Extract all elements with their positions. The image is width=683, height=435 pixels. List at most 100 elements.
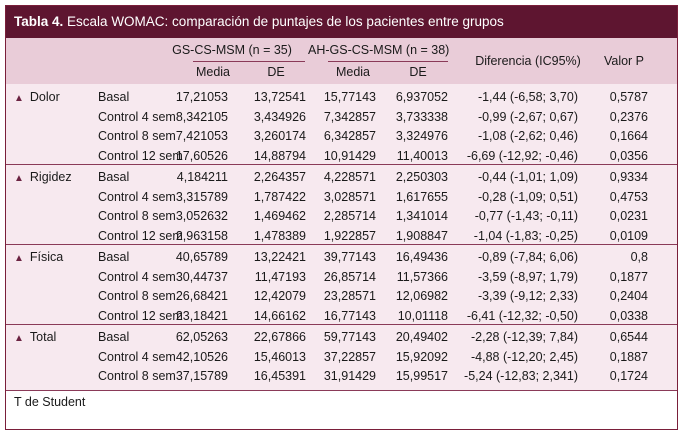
cell-media-group2: 23,28571	[323, 289, 376, 303]
cell-difference: -0,44 (-1,01; 1,09)	[477, 170, 578, 184]
cell-media-group2: 10,91429	[323, 148, 376, 163]
table-row: Control 4 sem 8,342105 3,434926 7,342857 3,7…	[6, 108, 677, 128]
cell-media-group1: 23,18421	[175, 308, 228, 323]
table-row: ▲ Total Basal 62,05263 22,67866 59,77143 20,49…	[6, 328, 677, 348]
cell-difference: -2,28 (-12,39; 7,84)	[470, 330, 578, 344]
cell-pvalue: 0,1664	[609, 129, 648, 143]
cell-de-group2: 10,01118	[397, 308, 448, 323]
table-row: ▲ Dolor Basal 17,21053 13,72541 15,77143 6,937…	[6, 88, 677, 108]
cell-pvalue: 0,5787	[609, 90, 648, 104]
row-time: Basal	[98, 170, 130, 184]
header-pvalue: Valor P	[603, 54, 645, 68]
cell-de-group2: 2,250303	[395, 170, 448, 184]
row-time: Control 8 sem	[98, 209, 176, 223]
row-time: Control 4 sem	[98, 189, 176, 204]
cell-difference: -6,41 (-12,32; -0,50)	[466, 308, 578, 323]
cell-de-group1: 3,434926	[253, 109, 306, 124]
cell-difference: -3,59 (-8,97; 1,79)	[477, 269, 578, 284]
cell-de-group2: 6,937052	[395, 90, 448, 104]
cell-de-group1: 16,45391	[253, 369, 306, 383]
triangle-icon: ▲	[14, 253, 24, 264]
header-group1-rule	[193, 61, 305, 62]
cell-media-group2: 3,028571	[323, 189, 376, 204]
cell-difference: -0,28 (-1,09; 0,51)	[477, 189, 578, 204]
table-row: Control 4 sem 30,44737 11,47193 26,85714 11,…	[6, 268, 677, 288]
cell-media-group2: 39,77143	[323, 250, 376, 264]
cell-de-group2: 15,92092	[395, 349, 448, 364]
cell-de-group1: 22,67866	[253, 330, 306, 344]
cell-media-group2: 1,922857	[323, 228, 376, 243]
cell-media-group1: 7,421053	[175, 129, 228, 143]
cell-de-group1: 1,478389	[253, 228, 306, 243]
cell-pvalue: 0,0231	[609, 209, 648, 223]
cell-de-group1: 14,88794	[253, 148, 306, 163]
table-title-number: Tabla 4.	[14, 14, 64, 29]
header-diff: Diferencia (IC95%)	[475, 54, 581, 68]
cell-de-group2: 1,617655	[395, 189, 448, 204]
table-row: Control 8 sem 37,15789 16,45391 31,91429 15,…	[6, 367, 677, 387]
group-separator	[6, 244, 677, 245]
cell-media-group1: 37,15789	[175, 369, 228, 383]
row-time: Control 8 sem	[98, 129, 176, 143]
row-variable-label: ▲ Total	[14, 328, 56, 349]
table-row: Control 4 sem 42,10526 15,46013 37,22857 15,…	[6, 348, 677, 368]
row-variable-label: ▲ Física	[14, 248, 63, 269]
cell-de-group1: 11,47193	[254, 269, 306, 284]
cell-de-group2: 20,49402	[395, 330, 448, 344]
table-row: Control 4 sem 3,315789 1,787422 3,028571 1,6…	[6, 188, 677, 208]
cell-de-group1: 12,42079	[253, 289, 306, 303]
table-title: Tabla 4. Escala WOMAC: comparación de pu…	[6, 6, 677, 38]
table-footnote: T de Student	[6, 390, 677, 429]
variable-name: Dolor	[29, 90, 60, 104]
triangle-icon: ▲	[14, 93, 24, 104]
cell-de-group2: 1,341014	[395, 209, 448, 223]
row-time: Basal	[98, 90, 130, 104]
cell-media-group1: 4,184211	[176, 170, 228, 184]
table-header: GS-CS-MSM (n = 35) AH-GS-CS-MSM (n = 38)…	[6, 38, 677, 84]
header-media1: Media	[195, 65, 231, 79]
cell-difference: -6,69 (-12,92; -0,46)	[466, 148, 578, 163]
cell-media-group1: 8,342105	[175, 109, 228, 124]
cell-pvalue: 0,0109	[609, 228, 648, 243]
cell-de-group2: 1,908847	[395, 228, 448, 243]
cell-pvalue: 0,1877	[609, 269, 648, 284]
table-title-text: Escala WOMAC: comparación de puntajes de…	[67, 14, 504, 29]
cell-de-group1: 13,72541	[253, 90, 306, 104]
table-row: Control 12 sem 2,963158 1,478389 1,922857 1,…	[6, 227, 677, 247]
cell-media-group2: 26,85714	[323, 269, 376, 284]
cell-de-group2: 3,324976	[395, 129, 448, 143]
variable-name: Total	[29, 330, 57, 344]
row-time: Control 12 sem	[98, 148, 183, 163]
cell-media-group2: 15,77143	[323, 90, 376, 104]
triangle-icon: ▲	[14, 173, 24, 184]
cell-media-group1: 17,21053	[175, 90, 228, 104]
cell-pvalue: 0,4753	[609, 189, 648, 204]
cell-difference: -1,04 (-1,83; -0,25)	[473, 228, 578, 243]
cell-media-group1: 42,10526	[175, 349, 228, 364]
cell-media-group1: 30,44737	[175, 269, 228, 284]
cell-media-group2: 16,77143	[323, 308, 376, 323]
cell-de-group1: 2,264357	[253, 170, 306, 184]
cell-difference: -0,77 (-1,43; -0,11)	[474, 209, 578, 223]
row-time: Control 12 sem	[98, 228, 183, 243]
cell-de-group2: 15,99517	[395, 369, 448, 383]
cell-pvalue: 0,2404	[609, 289, 648, 303]
cell-de-group2: 3,733338	[395, 109, 448, 124]
row-time: Control 8 sem	[98, 369, 176, 383]
cell-pvalue: 0,1724	[609, 369, 648, 383]
cell-media-group2: 4,228571	[323, 170, 376, 184]
table-row: Control 8 sem 7,421053 3,260174 6,342857 3,3…	[6, 127, 677, 147]
cell-media-group2: 7,342857	[323, 109, 376, 124]
cell-media-group1: 40,65789	[175, 250, 228, 264]
cell-pvalue: 0,1887	[609, 349, 648, 364]
cell-de-group1: 1,787422	[253, 189, 306, 204]
cell-pvalue: 0,8	[630, 250, 648, 264]
table-row: ▲ Física Basal 40,65789 13,22421 39,77143 16,4…	[6, 248, 677, 268]
cell-pvalue: 0,0338	[609, 308, 648, 323]
cell-difference: -1,44 (-6,58; 3,70)	[477, 90, 578, 104]
cell-difference: -4,88 (-12,20; 2,45)	[470, 349, 578, 364]
cell-pvalue: 0,9334	[609, 170, 648, 184]
cell-media-group1: 3,052632	[175, 209, 228, 223]
row-variable-label: ▲ Rigidez	[14, 168, 72, 189]
cell-media-group1: 26,68421	[175, 289, 228, 303]
